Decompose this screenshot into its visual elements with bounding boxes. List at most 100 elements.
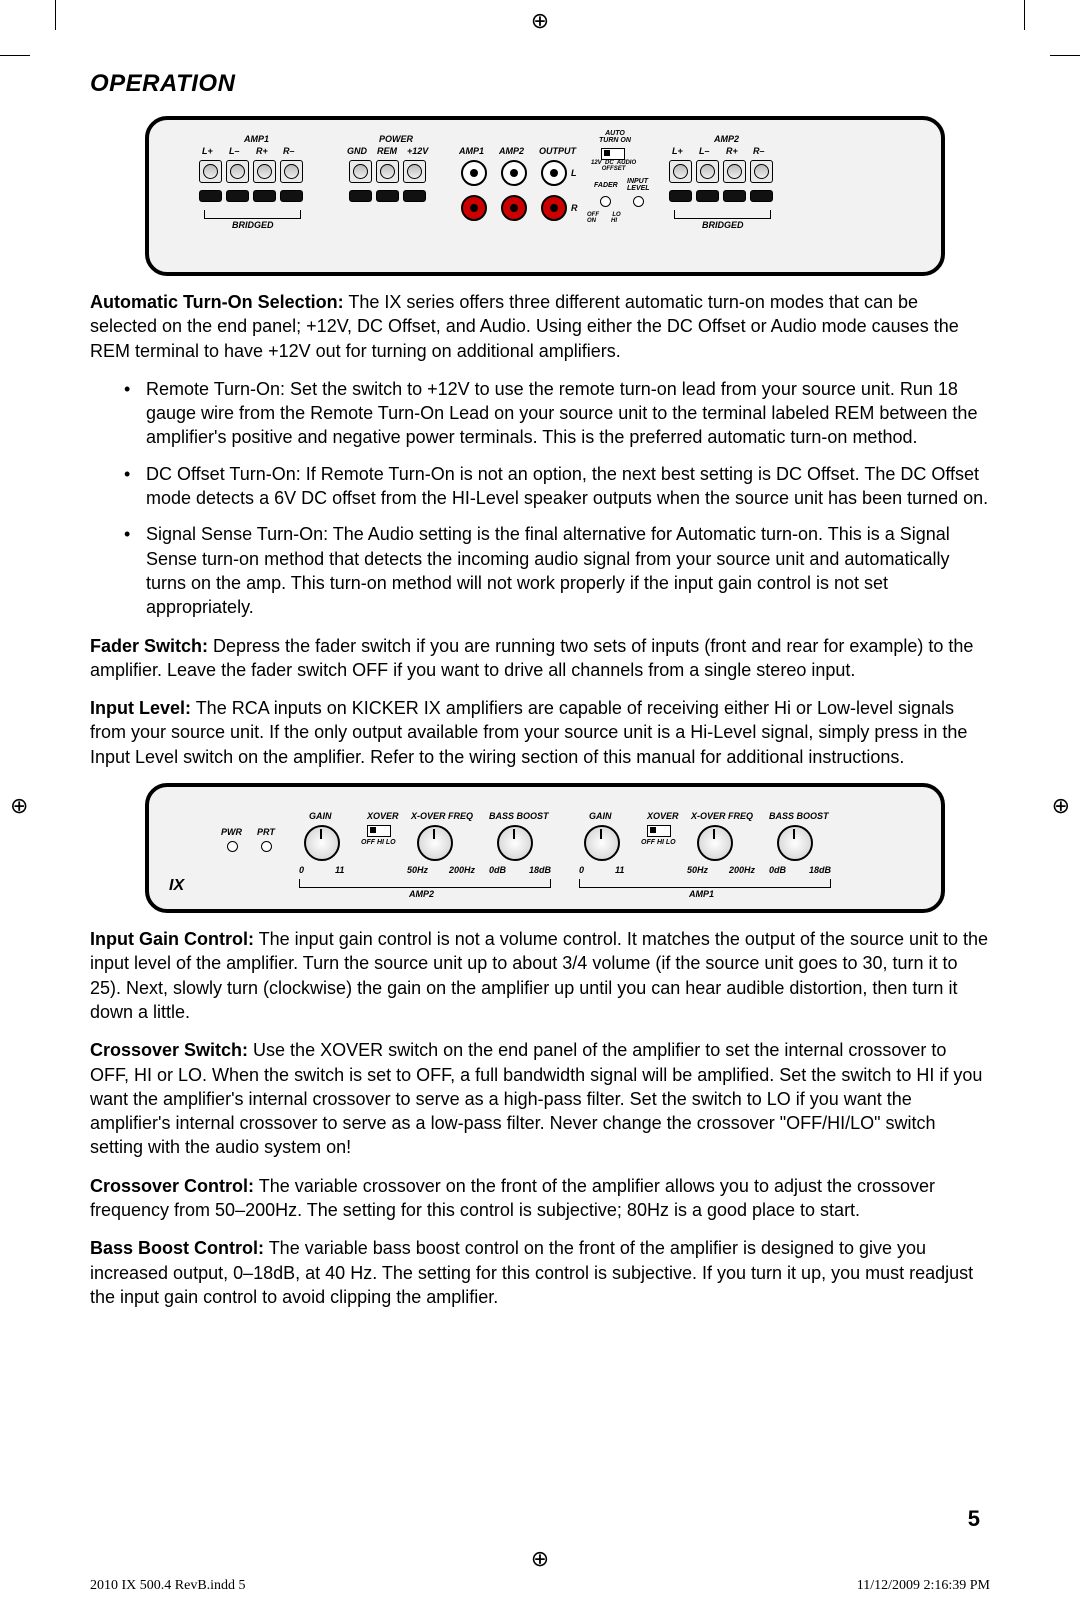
rca-jack-icon (541, 160, 567, 186)
amp1-group-label: AMP1 (689, 889, 714, 899)
amp2-group-label: AMP2 (409, 889, 434, 899)
xover-sw-label-2: XOVER (647, 811, 679, 821)
knob-icon (697, 825, 733, 861)
crop-mark (1050, 55, 1080, 56)
amp2-l-: L– (699, 146, 710, 156)
bracket (674, 210, 771, 219)
fader-label: FADER (594, 182, 618, 189)
out-amp1: AMP1 (459, 146, 484, 156)
terminal-icon (669, 160, 692, 183)
wire-slot (199, 190, 222, 202)
gain-para: Input Gain Control: The input gain contr… (90, 927, 990, 1024)
terminal-icon (280, 160, 303, 183)
amp1-r+: R+ (256, 146, 268, 156)
knob-icon (304, 825, 340, 861)
amp2-l+: L+ (672, 146, 683, 156)
rca-r: R (571, 203, 578, 213)
terminal-icon (199, 160, 222, 183)
bridged-label-2: BRIDGED (702, 220, 744, 230)
led-icon (261, 841, 272, 852)
wire-slot (723, 190, 746, 202)
terminal-icon (253, 160, 276, 183)
footer-left: 2010 IX 500.4 RevB.indd 5 (90, 1578, 246, 1594)
page-title: OPERATION (90, 70, 990, 98)
button-icon (633, 196, 644, 207)
bass-18: 18dB (529, 865, 551, 875)
gain-label-2: GAIN (589, 811, 612, 821)
rca-jack-icon (501, 195, 527, 221)
off-on-lo-hi: OFF LO ON HI (587, 212, 621, 224)
footer: 2010 IX 500.4 RevB.indd 5 11/12/2009 2:1… (90, 1578, 990, 1594)
amp1-header: AMP1 (244, 134, 269, 144)
wire-slot (696, 190, 719, 202)
amp2-r+: R+ (726, 146, 738, 156)
registration-mark-icon: ⊕ (1052, 795, 1070, 817)
bullet-remote: Remote Turn-On: Set the switch to +12V t… (90, 377, 990, 450)
bridged-label: BRIDGED (232, 220, 274, 230)
registration-mark-icon: ⊕ (531, 10, 549, 32)
auto-turn-on-para: Automatic Turn-On Selection: The IX seri… (90, 290, 990, 363)
xover-freq-label: X-OVER FREQ (411, 811, 473, 821)
terminal-icon (403, 160, 426, 183)
power-header: POWER (379, 134, 413, 144)
registration-mark-icon: ⊕ (10, 795, 28, 817)
xover-sw-label: XOVER (367, 811, 399, 821)
switch-icon (601, 148, 625, 160)
rca-jack-icon (541, 195, 567, 221)
led-icon (227, 841, 238, 852)
xover-50-2: 50Hz (687, 865, 708, 875)
auto-turn-on-label: AUTO TURN ON (599, 130, 631, 144)
bass-boost-label: BASS BOOST (489, 811, 549, 821)
xover-sw-opts-2: OFF HI LO (641, 839, 676, 846)
input-level-para: Input Level: The RCA inputs on KICKER IX… (90, 696, 990, 769)
fader-para: Fader Switch: Depress the fader switch i… (90, 634, 990, 683)
xover-200-2: 200Hz (729, 865, 755, 875)
bracket (579, 879, 831, 888)
crop-mark (55, 0, 56, 30)
rear-panel-diagram: AMP1 L+ L– R+ R– BRIDGED POWER GND REM +… (145, 116, 945, 276)
knob-icon (417, 825, 453, 861)
front-panel-diagram: IX PWR PRT GAIN 0 11 XOVER OFF HI LO X-O… (145, 783, 945, 913)
terminal-icon (226, 160, 249, 183)
power-rem: REM (377, 146, 397, 156)
terminal-icon (750, 160, 773, 183)
pwr-label: PWR (221, 827, 242, 837)
terminal-icon (723, 160, 746, 183)
amp2-header: AMP2 (714, 134, 739, 144)
power-12v: +12V (407, 146, 428, 156)
xover-sw-opts: OFF HI LO (361, 839, 396, 846)
footer-right: 11/12/2009 2:16:39 PM (857, 1578, 990, 1594)
wire-slot (253, 190, 276, 202)
bracket (204, 210, 301, 219)
gain-label: GAIN (309, 811, 332, 821)
terminal-icon (696, 160, 719, 183)
bullet-dc-offset: DC Offset Turn-On: If Remote Turn-On is … (90, 462, 990, 511)
out-amp2: AMP2 (499, 146, 524, 156)
bass-para: Bass Boost Control: The variable bass bo… (90, 1236, 990, 1309)
wire-slot (669, 190, 692, 202)
ix-logo: IX (169, 877, 184, 895)
registration-mark-icon: ⊕ (531, 1548, 549, 1570)
xover-50: 50Hz (407, 865, 428, 875)
bass-18-2: 18dB (809, 865, 831, 875)
wire-slot (376, 190, 399, 202)
bass-0: 0dB (489, 865, 506, 875)
input-level-label: INPUT LEVEL (627, 178, 650, 192)
auto-turn-on-opts: 12V DC AUDIO OFFSET (591, 160, 636, 172)
amp1-l+: L+ (202, 146, 213, 156)
rca-jack-icon (501, 160, 527, 186)
xover-switch-para: Crossover Switch: Use the XOVER switch o… (90, 1038, 990, 1159)
gain-11: 11 (335, 865, 344, 875)
crop-mark (1024, 0, 1025, 30)
amp1-l-: L– (229, 146, 240, 156)
bass-0-2: 0dB (769, 865, 786, 875)
gain-0: 0 (299, 865, 304, 875)
rca-jack-icon (461, 195, 487, 221)
prt-label: PRT (257, 827, 275, 837)
rca-jack-icon (461, 160, 487, 186)
knob-icon (777, 825, 813, 861)
crop-mark (0, 55, 30, 56)
button-icon (600, 196, 611, 207)
knob-icon (497, 825, 533, 861)
wire-slot (750, 190, 773, 202)
